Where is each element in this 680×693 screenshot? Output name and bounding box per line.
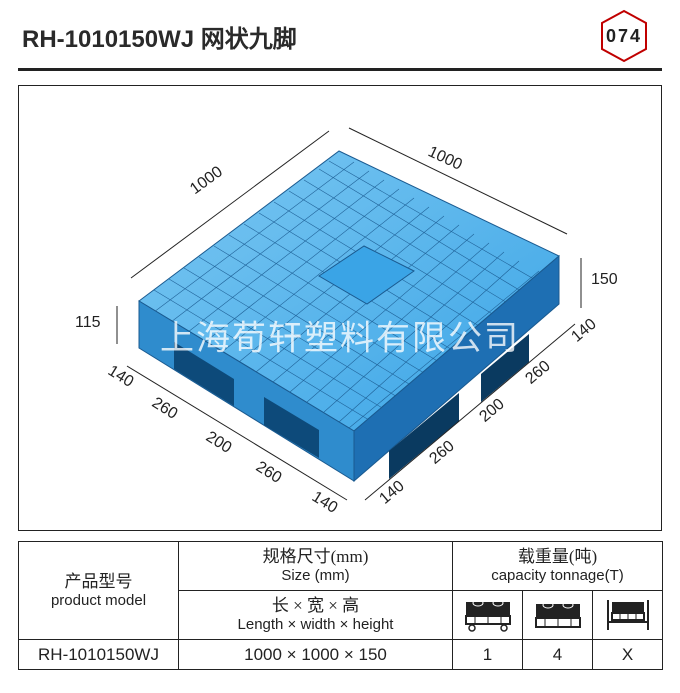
label-en: Size (mm) <box>181 567 450 586</box>
static-load-icon <box>460 598 516 632</box>
capacity-icon-rack <box>593 591 663 640</box>
header: RH-1010150WJ 网状九脚 074 <box>0 0 680 68</box>
label-en: capacity tonnage(T) <box>455 567 660 586</box>
table-row: 产品型号 product model 规格尺寸(mm) Size (mm) 载重… <box>19 542 663 591</box>
cap-dynamic: 4 <box>523 640 593 670</box>
divider <box>18 68 662 71</box>
pallet-illustration <box>19 86 661 530</box>
label-cn: 产品型号 <box>21 571 176 592</box>
page-title: RH-1010150WJ 网状九脚 <box>22 19 596 54</box>
col-model-header: 产品型号 product model <box>19 542 179 640</box>
spec-table: 产品型号 product model 规格尺寸(mm) Size (mm) 载重… <box>18 541 663 670</box>
badge: 074 <box>596 8 652 64</box>
cap-static: 1 <box>453 640 523 670</box>
model-value: RH-1010150WJ <box>19 640 179 670</box>
dim-150: 150 <box>591 271 618 289</box>
label-en: Length × width × height <box>181 616 450 635</box>
cap-rack: X <box>593 640 663 670</box>
col-capacity-header: 载重量(吨) capacity tonnage(T) <box>453 542 663 591</box>
dim-115: 115 <box>75 314 101 332</box>
size-value: 1000 × 1000 × 150 <box>179 640 453 670</box>
label-cn: 载重量(吨) <box>455 546 660 567</box>
label-en: product model <box>21 592 176 611</box>
table-row: RH-1010150WJ 1000 × 1000 × 150 1 4 X <box>19 640 663 670</box>
label-cn: 规格尺寸(mm) <box>181 546 450 567</box>
label-cn: 长 × 宽 × 高 <box>181 595 450 616</box>
product-figure: 上海荀轩塑料有限公司 1000 1000 150 115 140 260 200… <box>18 85 662 531</box>
watermark-text: 上海荀轩塑料有限公司 <box>160 310 520 359</box>
badge-number: 074 <box>606 26 642 47</box>
col-size-header: 规格尺寸(mm) Size (mm) <box>179 542 453 591</box>
col-lwh-header: 长 × 宽 × 高 Length × width × height <box>179 591 453 640</box>
capacity-icon-static <box>453 591 523 640</box>
dynamic-load-icon <box>530 598 586 632</box>
rack-load-icon <box>600 598 656 632</box>
capacity-icon-dynamic <box>523 591 593 640</box>
